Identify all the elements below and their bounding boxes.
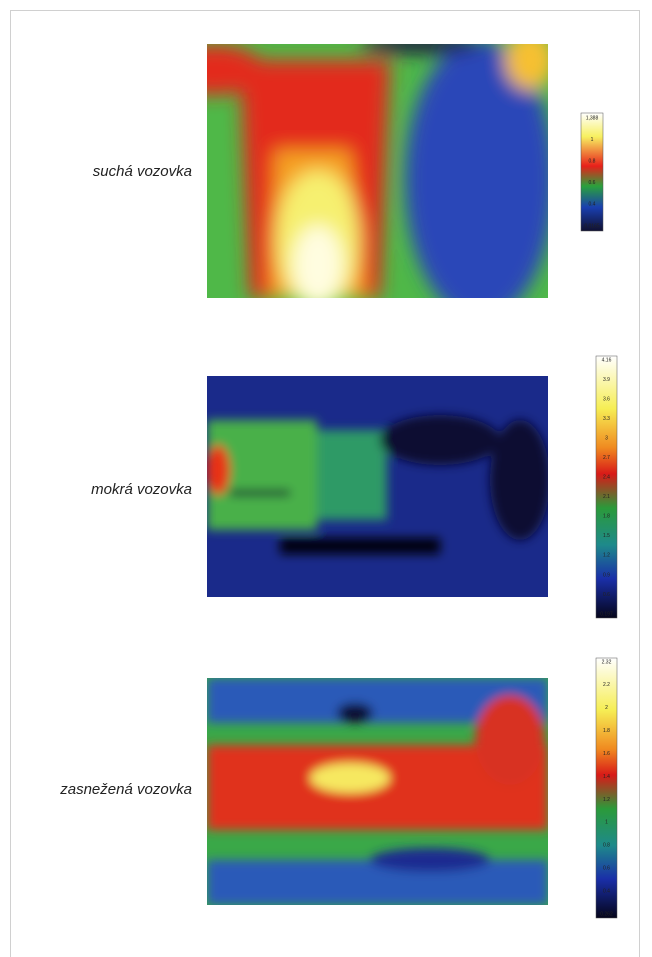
scale-tick-label: 0.4 xyxy=(603,888,610,894)
scale-tick-label: 0.8 xyxy=(589,159,596,165)
colorbar xyxy=(596,658,617,918)
scale-tick-label: 1.8 xyxy=(603,514,610,520)
scale-tick-label: 3 xyxy=(605,435,608,441)
scale-tick-label: 1.6 xyxy=(603,751,610,757)
scale-tick-label: 0.6 xyxy=(589,180,596,186)
scale-tick-label: 2.2 xyxy=(603,682,610,688)
graphics: 1,388 1 0.8 0.6 0.4 0.0165 4.16 3.9 3.6 3.3 3 2.7 2.… xyxy=(0,0,652,957)
scale-tick-label: 0.197 xyxy=(600,611,613,617)
scale-tick-label: 1,388 xyxy=(586,115,599,121)
scale-tick-label: 1.4 xyxy=(603,774,610,780)
scale-tick-label: 3.9 xyxy=(603,377,610,383)
heatmap xyxy=(207,678,548,905)
scale-tick-label: 0.6 xyxy=(603,866,610,872)
scale-tick-label: 2.1 xyxy=(603,494,610,500)
scale-tick-label: 0.9 xyxy=(603,572,610,578)
scale-tick-label: 2.4 xyxy=(603,475,610,481)
scale-tick-label: 0.262 xyxy=(600,911,613,917)
colorbar xyxy=(596,356,617,618)
scale-tick-label: 0.4 xyxy=(589,202,596,208)
scale-tick-label: 3.6 xyxy=(603,396,610,402)
scale-tick-label: 1.2 xyxy=(603,797,610,803)
scale-tick-label: 2.7 xyxy=(603,455,610,461)
scale-tick-label: 0.6 xyxy=(603,592,610,598)
scale-tick-label: 0.8 xyxy=(603,843,610,849)
scale-tick-label: 3.3 xyxy=(603,416,610,422)
heatmap xyxy=(165,30,555,320)
page: suchá vozovka mokrá vozovka zasnežená vo… xyxy=(0,0,652,957)
scale-tick-label: 1.2 xyxy=(603,553,610,559)
scale-tick-label: 1 xyxy=(591,137,594,143)
heatmap xyxy=(206,376,550,597)
scale-tick-label: 0.0165 xyxy=(584,223,600,229)
scale-tick-label: 4.16 xyxy=(602,357,612,363)
colorbar xyxy=(581,113,603,231)
scale-tick-label: 1.5 xyxy=(603,533,610,539)
scale-tick-label: 2 xyxy=(605,705,608,711)
scale-tick-label: 1.8 xyxy=(603,728,610,734)
scale-tick-label: 2.32 xyxy=(602,659,612,665)
scale-tick-label: 1 xyxy=(605,820,608,826)
